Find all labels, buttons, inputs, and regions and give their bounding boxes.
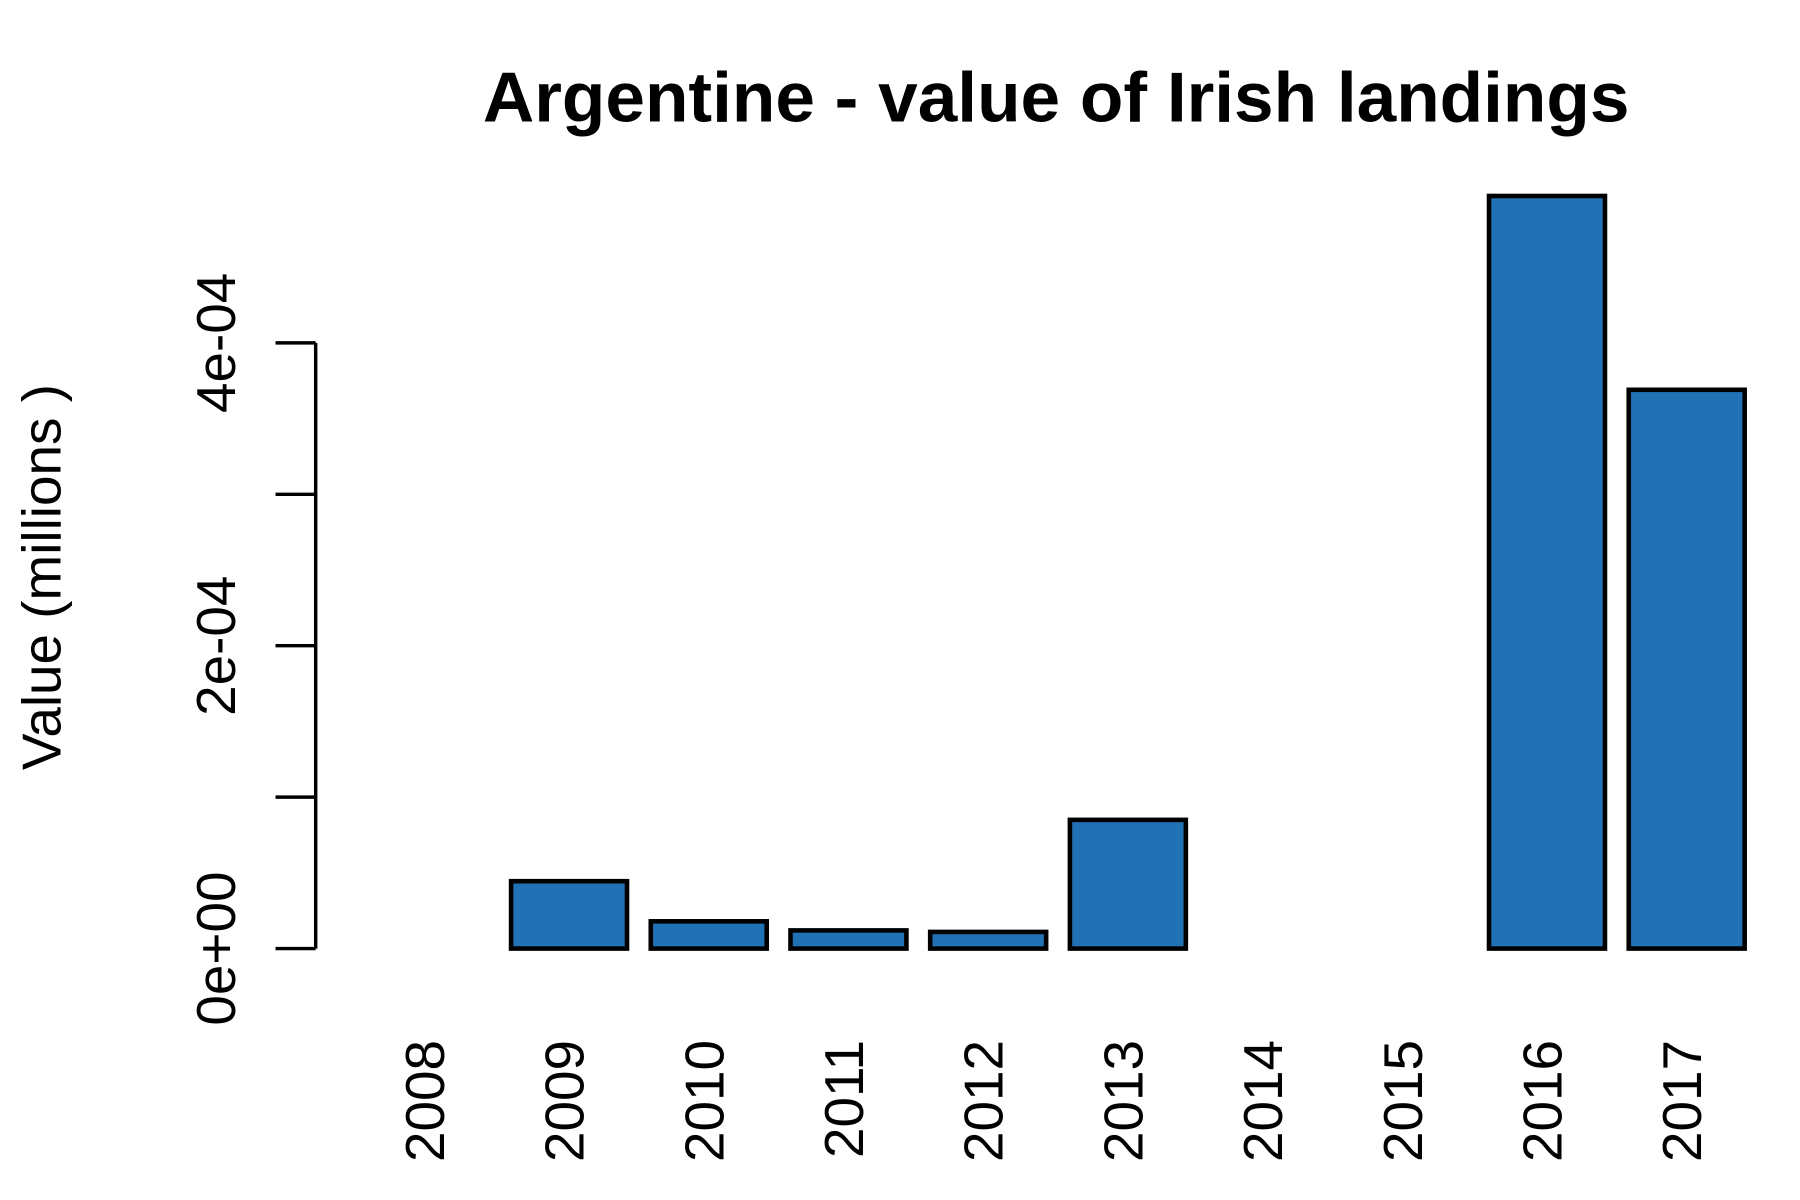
x-tick-label: 2016	[1511, 1040, 1573, 1162]
bar	[1626, 387, 1747, 951]
x-tick-label: 2014	[1232, 1040, 1294, 1162]
y-tick-label: 2e-04	[185, 576, 247, 716]
x-tick-label: 2017	[1651, 1040, 1713, 1162]
chart-title: Argentine - value of Irish landings	[483, 59, 1630, 138]
x-tick-label: 2010	[673, 1040, 735, 1162]
bar	[648, 919, 770, 951]
bar	[1067, 817, 1189, 951]
x-tick-label: 2009	[533, 1040, 595, 1162]
bar	[927, 929, 1049, 951]
bar	[1486, 193, 1608, 951]
x-tick-label: 2015	[1372, 1040, 1434, 1162]
x-tick-label: 2013	[1092, 1040, 1154, 1162]
x-tick-label: 2012	[953, 1040, 1015, 1162]
x-tick-label: 2008	[394, 1040, 456, 1162]
bar	[788, 928, 909, 951]
y-tick-label: 0e+00	[185, 872, 247, 1026]
bar	[508, 878, 630, 951]
x-tick-label: 2011	[813, 1040, 875, 1158]
y-axis-label: Value (millions )	[10, 384, 72, 770]
y-tick-label: 4e-04	[185, 273, 247, 413]
